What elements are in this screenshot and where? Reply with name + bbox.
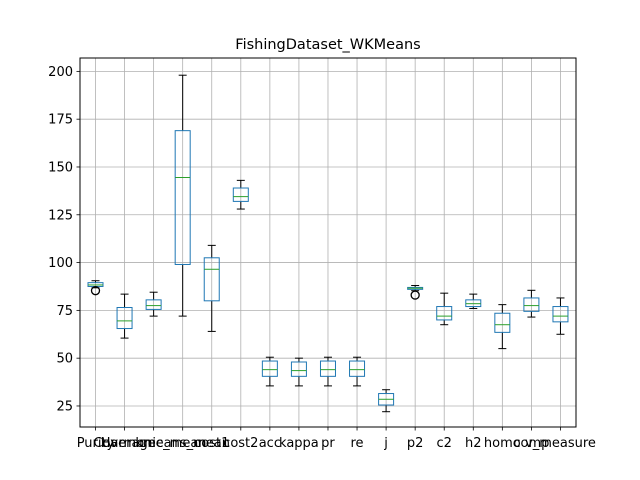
x-axis: PurityCoverageHarmonic_meankmeans_meanco…: [77, 427, 596, 451]
box-kappa: [290, 357, 307, 387]
x-tick-label: comp: [513, 436, 549, 451]
box-c2: [436, 292, 453, 326]
y-tick-label: 125: [48, 208, 73, 223]
box-iqr: [319, 360, 336, 377]
box-homo: [494, 304, 511, 350]
box-iqr: [174, 130, 191, 265]
x-tick-label: re: [351, 436, 364, 451]
box-cost1: [203, 244, 220, 332]
box-cost2: [232, 179, 249, 210]
box-iqr: [145, 299, 162, 310]
box-iqr: [232, 187, 249, 202]
box-purity: [87, 280, 104, 296]
y-tick-label: 100: [48, 256, 73, 271]
chart-title: FishingDataset_WKMeans: [235, 37, 420, 53]
y-tick-label: 150: [48, 160, 73, 175]
box-comp: [523, 289, 540, 318]
x-tick-label: h2: [465, 436, 482, 451]
box-kmeans-mean: [174, 74, 191, 317]
box-harmonic-mean: [145, 291, 162, 317]
box-iqr: [116, 307, 133, 330]
y-tick-label: 25: [56, 399, 73, 414]
box-coverage: [116, 293, 133, 339]
outlier-point: [90, 286, 101, 296]
box-h2: [465, 293, 482, 309]
x-tick-label: p2: [407, 436, 424, 451]
box-iqr: [261, 360, 278, 377]
x-tick-label: v_measure: [525, 436, 596, 451]
box-iqr: [203, 257, 220, 302]
box-iqr: [290, 361, 307, 377]
y-tick-label: 200: [48, 65, 73, 80]
y-axis: 25 50 75 100 125 150 175 200: [48, 65, 80, 414]
x-tick-label: cost1: [194, 436, 229, 451]
y-tick-label: 50: [56, 352, 73, 367]
x-tick-label: acc: [259, 436, 281, 451]
box-v-measure: [552, 297, 569, 335]
x-tick-label: Purity: [77, 436, 115, 451]
x-tick-label: homo: [484, 436, 521, 451]
y-tick-label: 175: [48, 113, 73, 128]
x-tick-label: kmeans_mean: [135, 436, 230, 451]
x-tick-label: c2: [437, 436, 452, 451]
box-pr: [319, 356, 336, 387]
outlier-point: [410, 290, 420, 300]
box-iqr: [494, 312, 511, 333]
x-tick-label: j: [383, 436, 388, 451]
x-tick-label: Coverage: [93, 436, 155, 451]
x-tick-label: cost2: [223, 436, 258, 451]
box-acc: [261, 356, 278, 387]
box-iqr: [349, 360, 366, 377]
x-tick-label: kappa: [279, 436, 319, 451]
x-tick-label: Harmonic_mean: [101, 436, 207, 451]
box-j: [378, 389, 395, 413]
box-p2: [407, 285, 424, 300]
box-series: [87, 74, 569, 413]
box-iqr: [523, 297, 540, 312]
y-tick-label: 75: [56, 304, 73, 319]
x-tick-label: pr: [321, 436, 335, 451]
box-iqr: [552, 306, 569, 323]
box-iqr: [436, 306, 453, 321]
box-re: [349, 356, 366, 387]
